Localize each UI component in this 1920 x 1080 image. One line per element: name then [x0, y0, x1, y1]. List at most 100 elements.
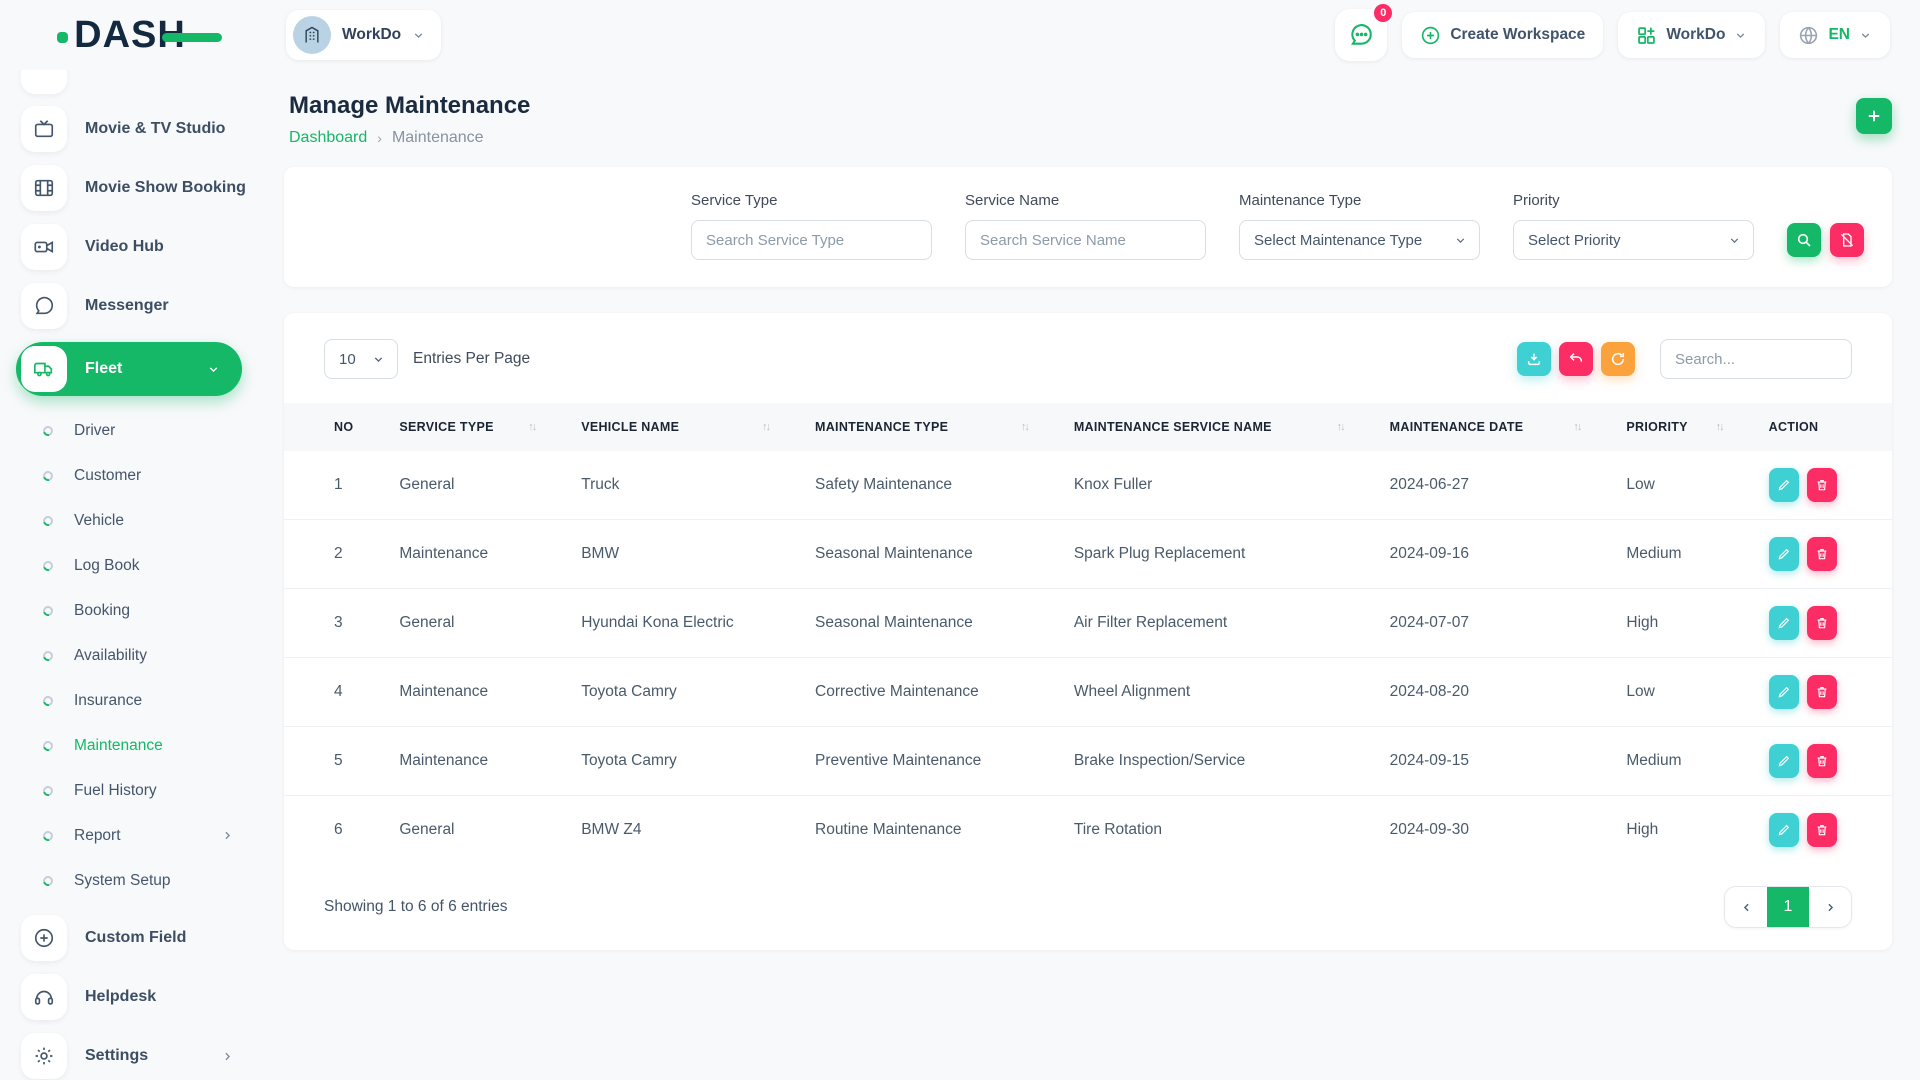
sidebar-item-movie-show-booking[interactable]: Movie Show Booking [16, 164, 242, 212]
sidebar-item-fuel-history[interactable]: Fuel History [16, 768, 242, 813]
maintenance-type-select[interactable]: Select Maintenance Type [1239, 220, 1480, 260]
cell-maintenance-date: 2024-09-15 [1380, 727, 1617, 796]
delete-button[interactable] [1807, 468, 1837, 502]
sidebar-item-system-setup[interactable]: System Setup [16, 858, 242, 903]
sidebar-item-label: Messenger [85, 297, 169, 315]
breadcrumb-dashboard[interactable]: Dashboard [289, 129, 367, 147]
sidebar-item-label: Movie Show Booking [85, 179, 246, 197]
sort-icon[interactable]: ↑↓ [762, 421, 769, 433]
sidebar-item-video-hub[interactable]: Video Hub [16, 223, 242, 271]
language-selector[interactable]: EN [1780, 12, 1890, 58]
sidebar-item-maintenance[interactable]: Maintenance [16, 723, 242, 768]
entries-per-page-value: 10 [339, 351, 356, 368]
showing-entries-text: Showing 1 to 6 of 6 entries [324, 898, 508, 916]
messages-button[interactable]: 0 [1335, 9, 1387, 61]
edit-button[interactable] [1769, 468, 1799, 502]
maintenance-table-card: 10 Entries Per Page [284, 313, 1892, 950]
column-header-maintenance-date: MAINTENANCE DATE ↑↓ [1380, 403, 1617, 451]
app-logo: DASH [74, 16, 186, 54]
priority-select[interactable]: Select Priority [1513, 220, 1754, 260]
edit-button[interactable] [1769, 606, 1799, 640]
workspace-selector[interactable]: WorkDo [286, 10, 441, 60]
apply-filter-button[interactable] [1787, 223, 1821, 257]
export-button[interactable] [1517, 342, 1551, 376]
topbar: DASH WorkDo 0 Create Workspace WorkDo [0, 0, 1920, 70]
delete-button[interactable] [1807, 744, 1837, 778]
bullet-icon [41, 559, 55, 573]
bullet-icon [41, 739, 55, 753]
maintenance-table: NO SERVICE TYPE ↑↓ VEHICLE NAME ↑↓ MAINT… [284, 403, 1892, 864]
sort-icon[interactable]: ↑↓ [1573, 421, 1580, 433]
sidebar-item-fleet[interactable]: Fleet [16, 342, 242, 396]
sidebar-item-driver[interactable]: Driver [16, 408, 242, 453]
sidebar-item-vehicle[interactable]: Vehicle [16, 498, 242, 543]
delete-button[interactable] [1807, 537, 1837, 571]
plus-icon [1865, 107, 1883, 125]
cell-no: 4 [284, 658, 389, 727]
edit-button[interactable] [1769, 675, 1799, 709]
entries-per-page-select[interactable]: 10 [324, 339, 398, 379]
sort-icon[interactable]: ↑↓ [1337, 421, 1344, 433]
sidebar-item-movie-tv-studio[interactable]: Movie & TV Studio [16, 105, 242, 153]
sidebar-item-settings[interactable]: Settings [16, 1032, 242, 1080]
bullet-icon [41, 469, 55, 483]
sidebar-icon-box [21, 346, 67, 392]
chevron-down-icon [1454, 234, 1467, 247]
sidebar-item-booking[interactable]: Booking [16, 588, 242, 633]
bullet-icon [41, 694, 55, 708]
workspace-avatar [293, 16, 331, 54]
edit-button[interactable] [1769, 813, 1799, 847]
cell-vehicle-name: Truck [571, 451, 805, 520]
sidebar-item-label: Report [74, 827, 121, 845]
sort-icon[interactable]: ↑↓ [528, 421, 535, 433]
delete-button[interactable] [1807, 675, 1837, 709]
cell-service-type: Maintenance [389, 658, 571, 727]
edit-button[interactable] [1769, 537, 1799, 571]
sidebar-item-report[interactable]: Report [16, 813, 242, 858]
sidebar-item-helpdesk[interactable]: Helpdesk [16, 973, 242, 1021]
edit-button[interactable] [1769, 744, 1799, 778]
pagination-next-button[interactable] [1809, 887, 1851, 927]
search-icon [1796, 232, 1812, 248]
delete-button[interactable] [1807, 606, 1837, 640]
sort-icon[interactable]: ↑↓ [1021, 421, 1028, 433]
clear-filter-button[interactable] [1830, 223, 1864, 257]
table-header-row: NO SERVICE TYPE ↑↓ VEHICLE NAME ↑↓ MAINT… [284, 403, 1892, 451]
filter-off-icon [1839, 232, 1855, 248]
pagination-page-1[interactable]: 1 [1767, 887, 1809, 927]
table-search-input[interactable] [1660, 339, 1852, 379]
plus-circle-icon [33, 927, 55, 949]
cell-maintenance-service-name: Wheel Alignment [1064, 658, 1380, 727]
sidebar-item-label: Helpdesk [85, 988, 156, 1006]
chevron-down-icon [207, 363, 220, 376]
service-name-input[interactable] [965, 220, 1206, 260]
cell-maintenance-date: 2024-06-27 [1380, 451, 1617, 520]
delete-button[interactable] [1807, 813, 1837, 847]
sidebar-item-availability[interactable]: Availability [16, 633, 242, 678]
workdo-menu-button[interactable]: WorkDo [1618, 12, 1765, 58]
sidebar-item-label: Fuel History [74, 782, 157, 800]
cell-service-type: General [389, 451, 571, 520]
chevron-down-icon [412, 29, 425, 42]
cell-service-type: General [389, 796, 571, 865]
cell-maintenance-date: 2024-09-16 [1380, 520, 1617, 589]
sidebar-item-insurance[interactable]: Insurance [16, 678, 242, 723]
chevron-down-icon [1859, 29, 1872, 42]
add-maintenance-button[interactable] [1856, 98, 1892, 134]
sidebar-nav: Movie & TV Studio Movie Show Booking Vid… [16, 105, 242, 1080]
building-icon [302, 25, 322, 45]
sidebar-item-custom-field[interactable]: Custom Field [16, 914, 242, 962]
sidebar-item-log-book[interactable]: Log Book [16, 543, 242, 588]
undo-button[interactable] [1559, 342, 1593, 376]
sidebar-item-messenger[interactable]: Messenger [16, 282, 242, 330]
chevron-down-icon [1734, 29, 1747, 42]
sort-icon[interactable]: ↑↓ [1716, 421, 1723, 433]
create-workspace-button[interactable]: Create Workspace [1402, 12, 1603, 58]
table-row: 5 Maintenance Toyota Camry Preventive Ma… [284, 727, 1892, 796]
cell-vehicle-name: BMW Z4 [571, 796, 805, 865]
sidebar-item-customer[interactable]: Customer [16, 453, 242, 498]
refresh-button[interactable] [1601, 342, 1635, 376]
pagination-prev-button[interactable] [1725, 887, 1767, 927]
service-type-input[interactable] [691, 220, 932, 260]
cell-maintenance-service-name: Air Filter Replacement [1064, 589, 1380, 658]
